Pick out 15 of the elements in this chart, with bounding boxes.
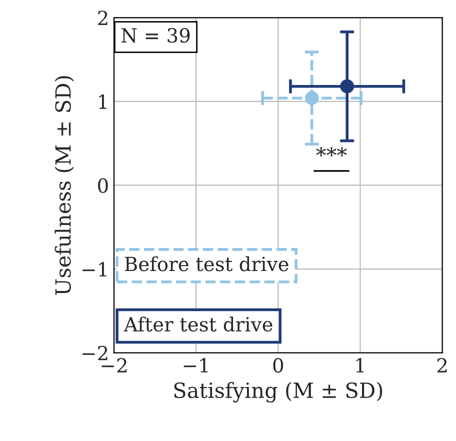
y-tick-label: 2 bbox=[98, 10, 108, 26]
annotation: N = 39 bbox=[122, 28, 190, 43]
x-axis-title: Satisfying (M ± SD) bbox=[174, 382, 382, 402]
x-tick-label: 2 bbox=[437, 358, 447, 372]
text: After test drive bbox=[124, 316, 272, 332]
x-tick-label: 1 bbox=[356, 358, 364, 372]
y-tick-label: 1 bbox=[99, 94, 106, 109]
y-tick-label: −1 bbox=[82, 262, 106, 276]
y-tick-label: −2 bbox=[82, 346, 108, 360]
x-tick-label: 0 bbox=[273, 358, 284, 373]
y-axis-title: Usefulness (M ± SD) bbox=[54, 76, 74, 295]
annotation: *** bbox=[316, 147, 347, 156]
x-tick-label: −1 bbox=[184, 358, 208, 372]
y-tick-label: 0 bbox=[98, 178, 108, 193]
text: Before test drive bbox=[124, 256, 288, 272]
